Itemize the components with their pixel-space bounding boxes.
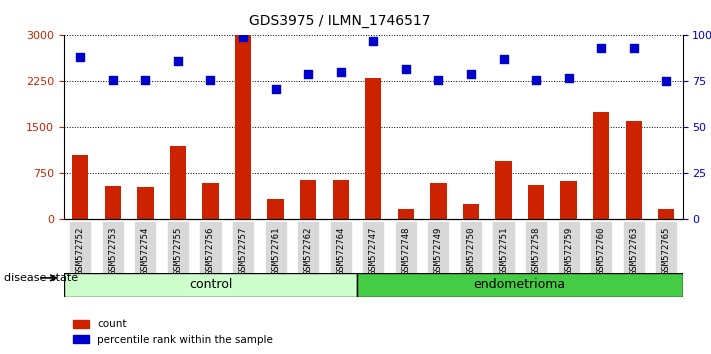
Point (335, 69, 346, 75)
Point (368, 38, 379, 44)
Point (596, 45, 607, 51)
Bar (137, 187, 154, 219)
Bar (72, 155, 88, 219)
Bar (397, 209, 414, 219)
Bar (463, 204, 479, 219)
Text: disease state: disease state (4, 273, 77, 283)
Point (563, 75, 574, 81)
Bar (365, 78, 381, 219)
Point (498, 57, 509, 62)
Point (205, 77, 216, 82)
Point (75, 55, 86, 60)
Bar (203, 183, 218, 219)
Bar (430, 183, 447, 219)
Point (628, 45, 639, 51)
Bar (560, 182, 577, 219)
Point (465, 71, 476, 77)
Text: GDS3975 / ILMN_1746517: GDS3975 / ILMN_1746517 (249, 14, 430, 28)
Text: endometrioma: endometrioma (474, 279, 566, 291)
Point (302, 71, 314, 77)
Bar (528, 184, 544, 219)
Bar (105, 186, 121, 219)
Point (107, 77, 119, 82)
Point (400, 66, 412, 72)
Point (237, 34, 249, 40)
Point (139, 77, 151, 82)
Bar (626, 121, 642, 219)
Point (530, 77, 542, 82)
Point (270, 86, 282, 92)
Point (433, 77, 444, 82)
Text: control: control (189, 279, 232, 291)
FancyBboxPatch shape (64, 273, 357, 297)
Legend: count, percentile rank within the sample: count, percentile rank within the sample (69, 315, 277, 349)
Point (661, 79, 672, 84)
Bar (658, 209, 675, 219)
Bar (593, 112, 609, 219)
Bar (300, 180, 316, 219)
Bar (170, 146, 186, 219)
Bar (267, 199, 284, 219)
Point (172, 58, 183, 64)
Bar (496, 161, 512, 219)
Bar (333, 180, 349, 219)
Bar (235, 35, 251, 219)
FancyBboxPatch shape (357, 273, 683, 297)
